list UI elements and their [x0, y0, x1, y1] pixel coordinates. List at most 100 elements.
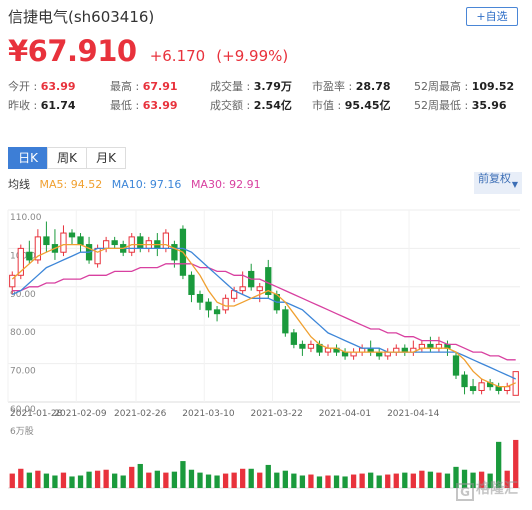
quote-row-2: 昨收 : 61.74 最低 : 63.99 成交额 : 2.54亿 市值 : 9… — [8, 97, 528, 116]
volume-bar — [205, 474, 212, 488]
x-tick-label: 2021-02-26 — [114, 409, 167, 419]
volume-bar — [86, 471, 92, 488]
candle-body — [461, 374, 468, 388]
candle-body — [43, 236, 50, 246]
volume-bar — [385, 474, 391, 488]
volume-bar — [487, 473, 493, 488]
candle-body — [205, 301, 212, 311]
add-watchlist-button[interactable]: +自选 — [466, 7, 518, 26]
volume-bar — [52, 475, 58, 488]
candle-body — [77, 236, 84, 246]
quote-prev-close: 昨收 : 61.74 — [8, 99, 76, 112]
current-price: ¥67.910 — [8, 34, 137, 68]
stock-title: 信捷电气(sh603416) — [8, 8, 155, 26]
period-tabs: 日K 周K 月K — [8, 147, 126, 169]
price-change: +6.170 — [149, 47, 206, 65]
candle-body — [26, 251, 33, 261]
volume-bar — [222, 473, 229, 488]
quote-row-1: 今开 : 63.99 最高 : 67.91 成交量 : 3.79万 市盈率 : … — [8, 78, 528, 97]
volume-unit-label: 6万股 — [10, 426, 34, 437]
volume-bar — [180, 461, 186, 488]
candle-body — [256, 286, 263, 292]
ma-legend: 均线 MA5: 94.52 MA10: 97.16 MA30: 92.91 — [8, 176, 267, 192]
volume-bar — [214, 475, 220, 488]
candle-body — [60, 232, 67, 253]
adjust-dropdown[interactable]: 前复权 ▼ — [474, 172, 522, 194]
candle-body — [290, 332, 298, 345]
adjust-label: 前复权 — [478, 172, 511, 185]
candle-body — [282, 309, 289, 334]
candle-body — [137, 236, 144, 249]
quote-turnover: 成交额 : 2.54亿 — [210, 99, 292, 112]
volume-bar — [478, 471, 485, 488]
volume-bar — [350, 474, 357, 488]
tab-daily[interactable]: 日K — [8, 147, 48, 169]
volume-bar — [342, 476, 348, 488]
quote-grid: 今开 : 63.99 最高 : 67.91 成交量 : 3.79万 市盈率 : … — [8, 78, 528, 116]
candle-body — [9, 274, 16, 288]
y-tick-label: 90.00 — [10, 290, 36, 300]
candle-body — [307, 343, 315, 349]
ma5-line — [11, 243, 516, 388]
candle-body — [111, 240, 118, 246]
volume-bar — [291, 473, 297, 488]
volume-bar — [470, 472, 476, 488]
chevron-down-icon: ▼ — [511, 180, 518, 189]
quote-low: 最低 : 63.99 — [110, 99, 178, 112]
ma10-legend: MA10: 97.16 — [111, 178, 182, 191]
quote-52w-high: 52周最高 : 109.52 — [414, 80, 515, 93]
candle-body — [17, 247, 24, 276]
volume-bar — [69, 476, 75, 488]
ma-label: 均线 — [8, 178, 30, 191]
volume-bar — [257, 472, 263, 488]
volume-bar — [163, 472, 169, 488]
tab-monthly[interactable]: 月K — [86, 147, 126, 169]
volume-bar — [137, 463, 143, 488]
candle-body — [299, 343, 306, 349]
ma5-legend: MA5: 94.52 — [39, 178, 103, 191]
candle-body — [196, 293, 204, 303]
quote-open: 今开 : 63.99 — [8, 80, 76, 93]
volume-bar — [359, 473, 365, 488]
candle-body — [478, 382, 485, 391]
y-tick-label: 70.00 — [10, 367, 36, 377]
y-tick-label: 100.00 — [10, 251, 42, 261]
ma30-legend: MA30: 92.91 — [190, 178, 261, 191]
candle-body — [68, 232, 76, 238]
x-tick-label: 2021-04-14 — [387, 409, 440, 419]
candle-body — [171, 244, 178, 261]
volume-bar — [129, 466, 135, 488]
volume-bar — [282, 470, 288, 488]
volume-bar — [274, 472, 280, 488]
ma10-line — [12, 247, 516, 380]
price-change-percent: (+9.99%) — [216, 47, 289, 65]
volume-bar — [197, 472, 203, 488]
volume-bar — [410, 473, 416, 488]
quote-market-cap: 市值 : 95.45亿 — [312, 99, 391, 112]
volume-bar — [496, 441, 502, 488]
volume-bar — [9, 473, 15, 488]
volume-bar — [393, 473, 399, 488]
candle-body — [452, 355, 460, 376]
tab-weekly[interactable]: 周K — [47, 147, 87, 169]
quote-52w-low: 52周最低 : 35.96 — [414, 99, 507, 112]
candle-body — [222, 297, 229, 311]
watermark: G 格隆汇 — [456, 478, 518, 501]
watermark-logo-icon: G — [456, 483, 474, 501]
volume-bar — [26, 472, 32, 488]
volume-bar — [231, 472, 237, 488]
volume-bar — [436, 472, 442, 488]
volume-bar — [77, 475, 84, 488]
y-tick-label: 60.00 — [10, 405, 36, 415]
candle-body — [34, 236, 42, 261]
price-row: ¥67.910 +6.170 (+9.99%) — [8, 34, 288, 68]
x-tick-label: 2021-02-09 — [54, 409, 107, 419]
volume-bar — [461, 469, 468, 488]
candle-body — [188, 274, 195, 295]
x-tick-label: 2021-04-01 — [319, 409, 371, 419]
x-tick-label: 2021-01-28 — [10, 409, 63, 419]
volume-bar — [171, 471, 178, 488]
candle-body — [265, 267, 272, 295]
watermark-text: 格隆汇 — [476, 481, 518, 497]
quote-pe: 市盈率 : 28.78 — [312, 80, 391, 93]
